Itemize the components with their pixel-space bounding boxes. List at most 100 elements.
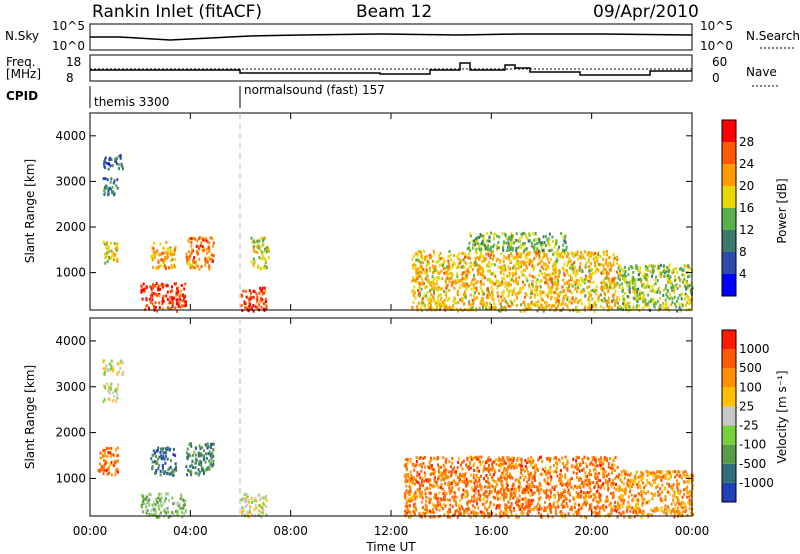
data-cell xyxy=(542,306,545,310)
data-cell xyxy=(513,299,516,303)
data-cell xyxy=(667,274,670,278)
data-cell xyxy=(531,475,534,479)
data-cell xyxy=(200,460,203,464)
data-cell xyxy=(249,505,252,508)
data-cell xyxy=(513,466,516,470)
data-cell xyxy=(451,284,454,288)
data-cell xyxy=(478,255,481,259)
data-cell xyxy=(510,458,513,462)
data-cell xyxy=(496,286,499,290)
data-cell xyxy=(465,287,468,291)
data-cell xyxy=(424,270,427,274)
data-cell xyxy=(671,288,673,292)
data-cell xyxy=(627,500,630,504)
data-cell xyxy=(527,499,530,503)
data-cell xyxy=(594,496,597,500)
data-cell xyxy=(535,254,538,258)
data-cell xyxy=(186,447,189,451)
data-cell xyxy=(525,293,528,297)
data-cell xyxy=(557,280,560,284)
data-cell xyxy=(550,297,553,301)
data-cell xyxy=(667,477,670,481)
data-cell xyxy=(526,260,529,264)
data-cell xyxy=(473,497,476,501)
data-cell xyxy=(574,253,577,257)
data-cell xyxy=(590,461,593,465)
data-cell xyxy=(164,250,167,254)
data-cell xyxy=(516,296,518,300)
data-cell xyxy=(429,281,432,285)
data-cell xyxy=(467,256,470,260)
data-cell xyxy=(555,291,558,295)
data-cell xyxy=(256,250,259,254)
data-cell xyxy=(652,471,655,475)
data-cell xyxy=(472,504,475,508)
data-cell xyxy=(420,463,422,467)
data-cell xyxy=(619,265,622,269)
data-cell xyxy=(556,491,559,495)
data-cell xyxy=(528,262,531,266)
data-cell xyxy=(116,454,119,458)
data-cell xyxy=(473,488,476,492)
data-cell xyxy=(106,446,108,450)
data-cell xyxy=(649,270,652,274)
data-cell xyxy=(548,232,551,236)
data-cell xyxy=(173,248,176,252)
data-cell xyxy=(547,242,550,246)
data-cell xyxy=(99,451,102,455)
data-cell xyxy=(640,292,643,295)
data-cell xyxy=(194,471,197,475)
data-cell xyxy=(503,461,506,465)
data-cell xyxy=(204,236,207,240)
data-cell xyxy=(500,480,503,483)
data-cell xyxy=(643,489,645,493)
data-cell xyxy=(188,442,191,446)
data-cell xyxy=(117,362,120,366)
data-cell xyxy=(538,492,541,495)
data-cell xyxy=(611,307,614,311)
data-cell xyxy=(619,478,622,482)
data-cell xyxy=(563,488,566,492)
data-cell xyxy=(585,261,588,265)
data-cell xyxy=(448,296,451,300)
data-cell xyxy=(420,469,423,473)
data-cell xyxy=(636,300,639,304)
data-cell xyxy=(493,236,496,240)
data-cell xyxy=(486,499,489,503)
data-cell xyxy=(511,248,514,252)
data-cell xyxy=(525,498,528,501)
data-cell xyxy=(517,255,520,259)
data-cell xyxy=(111,391,114,395)
data-cell xyxy=(557,304,559,308)
data-cell xyxy=(108,471,111,475)
data-cell xyxy=(589,473,592,477)
data-cell xyxy=(261,251,264,255)
data-cell xyxy=(458,261,461,265)
data-cell xyxy=(451,273,454,277)
data-cell xyxy=(643,283,646,287)
data-cell xyxy=(515,247,518,250)
data-cell xyxy=(652,269,655,273)
data-cell xyxy=(575,464,578,468)
data-cell xyxy=(482,267,485,271)
data-cell xyxy=(642,306,645,310)
data-cell xyxy=(495,281,498,285)
data-cell xyxy=(634,289,637,293)
data-cell xyxy=(431,287,433,291)
data-cell xyxy=(443,259,446,263)
data-cell xyxy=(510,463,513,467)
data-cell xyxy=(151,291,154,295)
data-cell xyxy=(448,515,451,519)
data-cell xyxy=(433,495,436,499)
data-cell xyxy=(670,296,673,299)
data-cell xyxy=(680,297,683,301)
data-cell xyxy=(634,278,637,282)
data-cell xyxy=(524,465,527,468)
data-cell xyxy=(502,489,505,493)
data-cell xyxy=(155,449,158,453)
data-cell xyxy=(577,257,579,261)
data-cell xyxy=(596,475,599,479)
data-cell xyxy=(476,280,479,284)
data-cell xyxy=(512,289,515,293)
data-cell xyxy=(572,457,575,461)
